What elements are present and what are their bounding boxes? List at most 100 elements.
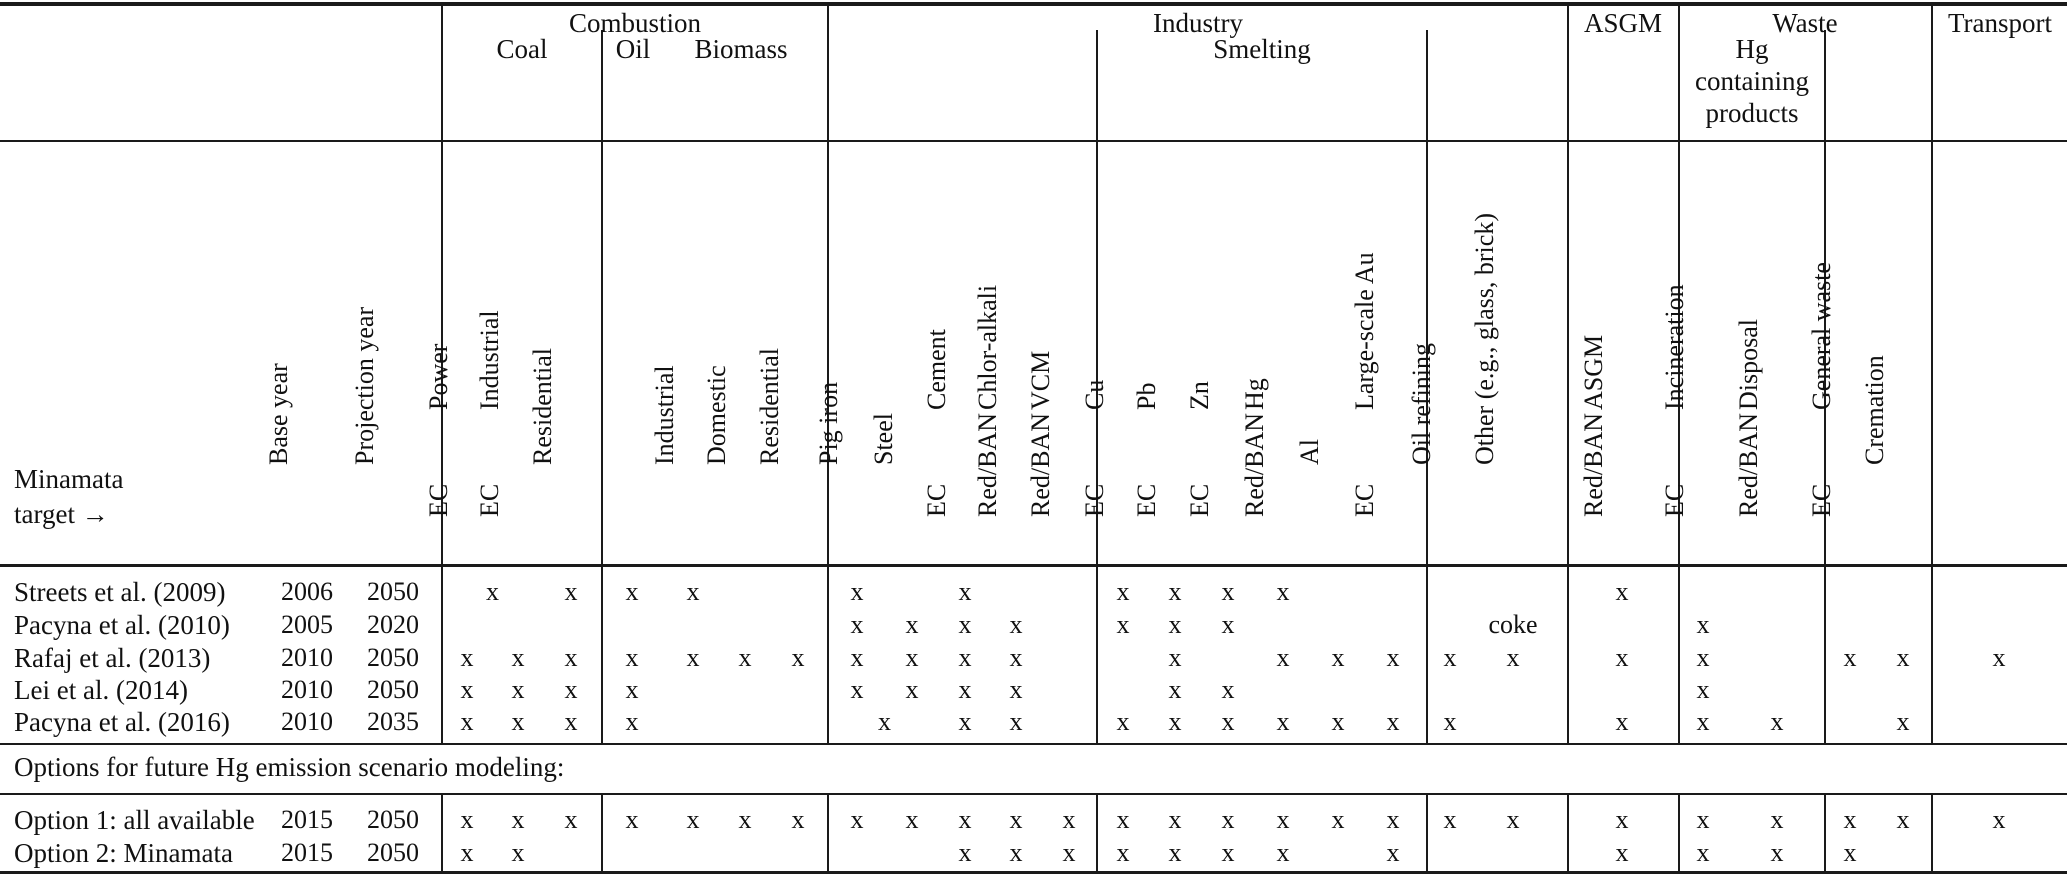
table-cell-mark: x	[1168, 707, 1182, 736]
table-cell-mark: x	[686, 805, 700, 834]
table-cell-mark: x	[1615, 643, 1629, 672]
minamata-target-tag-zn: EC	[1185, 483, 1214, 517]
table-cell-mark: x	[1443, 643, 1457, 672]
table-cell-mark: x	[1770, 707, 1784, 736]
table-cell-mark: 2050	[367, 838, 419, 867]
table-cell-mark: x	[1168, 805, 1182, 834]
column-header-general_waste: General waste	[1807, 262, 1836, 410]
column-header-steel: Steel	[869, 413, 898, 465]
column-header-asgm: ASGM	[1579, 334, 1608, 410]
minamata-target-tag-large_scale_au: EC	[1350, 483, 1379, 517]
minamata-target-tag-cu: EC	[1080, 483, 1109, 517]
table-cell-mark: x	[1386, 707, 1400, 736]
table-cell-mark: x	[791, 643, 805, 672]
table-cell-mark: x	[850, 805, 864, 834]
table-cell-mark: x	[1168, 838, 1182, 867]
table-cell-mark: x	[1386, 805, 1400, 834]
horizontal-rule	[0, 2, 2067, 6]
table-cell-mark: 2050	[367, 577, 419, 606]
table-cell-mark: x	[564, 805, 578, 834]
table-cell-mark: x	[1116, 610, 1130, 639]
table-cell-mark: x	[1696, 805, 1710, 834]
table-cell-mark: x	[1770, 805, 1784, 834]
table-cell-mark: x	[1696, 838, 1710, 867]
table-cell-mark: x	[958, 610, 972, 639]
column-header-incineration: Incineration	[1660, 284, 1689, 410]
table-cell-mark: 2050	[367, 675, 419, 704]
table-cell-mark: x	[1009, 805, 1023, 834]
table-cell-mark: x	[1116, 577, 1130, 606]
subgroup-header-line: containing	[1695, 66, 1809, 96]
table-cell-mark: x	[625, 675, 639, 704]
table-cell-mark: x	[1009, 707, 1023, 736]
table-cell-mark: 2010	[281, 707, 333, 736]
table-cell-mark: x	[625, 577, 639, 606]
column-header-biomass_domestic: Domestic	[702, 365, 731, 465]
column-header-cu: Cu	[1080, 379, 1109, 410]
table-cell-mark: x	[1276, 805, 1290, 834]
table-cell-mark: x	[1615, 805, 1629, 834]
table-cell-mark: 2005	[281, 610, 333, 639]
column-divider	[1426, 567, 1428, 743]
minamata-target-tag-asgm: Red/BAN	[1579, 413, 1608, 517]
column-divider	[1426, 142, 1428, 564]
table-cell-mark: x	[850, 610, 864, 639]
column-header-large_scale_au: Large-scale Au	[1350, 252, 1379, 410]
row-label: Option 1: all available	[14, 805, 255, 835]
table-cell-mark: x	[460, 707, 474, 736]
table-cell-mark: 2035	[367, 707, 419, 736]
table-cell-mark: 2010	[281, 675, 333, 704]
options-heading: Options for future Hg emission scenario …	[14, 752, 565, 782]
column-divider	[601, 142, 603, 564]
subgroup-header-line: Hg	[1735, 34, 1769, 64]
table-cell-mark: x	[1062, 838, 1076, 867]
table-cell-mark: x	[1116, 707, 1130, 736]
column-divider	[827, 142, 829, 564]
column-divider	[1824, 30, 1826, 142]
column-header-al: Al	[1295, 439, 1324, 465]
column-divider	[441, 142, 443, 564]
minamata-target-line1: Minamata	[14, 464, 124, 494]
table-cell-mark: x	[1615, 838, 1629, 867]
column-header-chlor_alkali: Chlor-alkali	[973, 284, 1002, 410]
table-cell-mark: x	[905, 610, 919, 639]
subgroup-header-line: Oil	[615, 34, 651, 64]
table-cell-mark: x	[1221, 675, 1235, 704]
table-cell-mark: x	[625, 805, 639, 834]
table-cell-mark: x	[1168, 675, 1182, 704]
table-cell-mark: 2015	[281, 838, 333, 867]
minamata-target-tag-disposal: Red/BAN	[1734, 413, 1763, 517]
column-divider	[601, 795, 603, 871]
table-cell-mark: x	[511, 805, 525, 834]
row-label: Streets et al. (2009)	[14, 577, 226, 607]
minamata-target-tag-incineration: EC	[1660, 483, 1689, 517]
group-header-asgm: ASGM	[1583, 8, 1663, 38]
table-cell-mark: x	[1221, 707, 1235, 736]
group-header-combustion: Combustion	[568, 8, 702, 38]
table-cell-mark: x	[1443, 805, 1457, 834]
column-divider	[1096, 795, 1098, 871]
table-cell-mark: x	[958, 675, 972, 704]
table-cell-mark: x	[1992, 805, 2006, 834]
group-header-waste: Waste	[1772, 8, 1838, 38]
column-divider	[1426, 795, 1428, 871]
column-header-oil_industrial: Industrial	[650, 365, 679, 465]
table-cell-mark: x	[1221, 577, 1235, 606]
column-divider	[827, 795, 829, 871]
group-header-transport: Transport	[1947, 8, 2053, 38]
table-cell-mark: x	[958, 805, 972, 834]
column-header-coal_industrial: Industrial	[475, 310, 504, 410]
table-cell-mark: x	[1276, 643, 1290, 672]
table-cell-mark: x	[1386, 643, 1400, 672]
table-cell-mark: x	[850, 643, 864, 672]
table-cell-mark: x	[738, 805, 752, 834]
table-cell-mark: x	[1276, 838, 1290, 867]
table-cell-mark: x	[1276, 707, 1290, 736]
column-header-vcm: VCM	[1026, 350, 1055, 410]
column-divider	[1567, 6, 1569, 142]
column-divider	[601, 30, 603, 142]
subgroup-header-line: products	[1705, 98, 1799, 128]
column-divider	[1931, 567, 1933, 743]
table-cell-mark: x	[564, 577, 578, 606]
minamata-target-line2: target →	[14, 499, 109, 529]
